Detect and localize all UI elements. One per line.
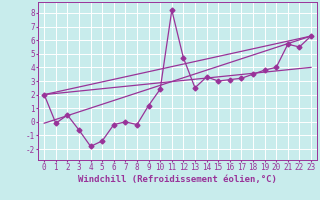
X-axis label: Windchill (Refroidissement éolien,°C): Windchill (Refroidissement éolien,°C) [78,175,277,184]
